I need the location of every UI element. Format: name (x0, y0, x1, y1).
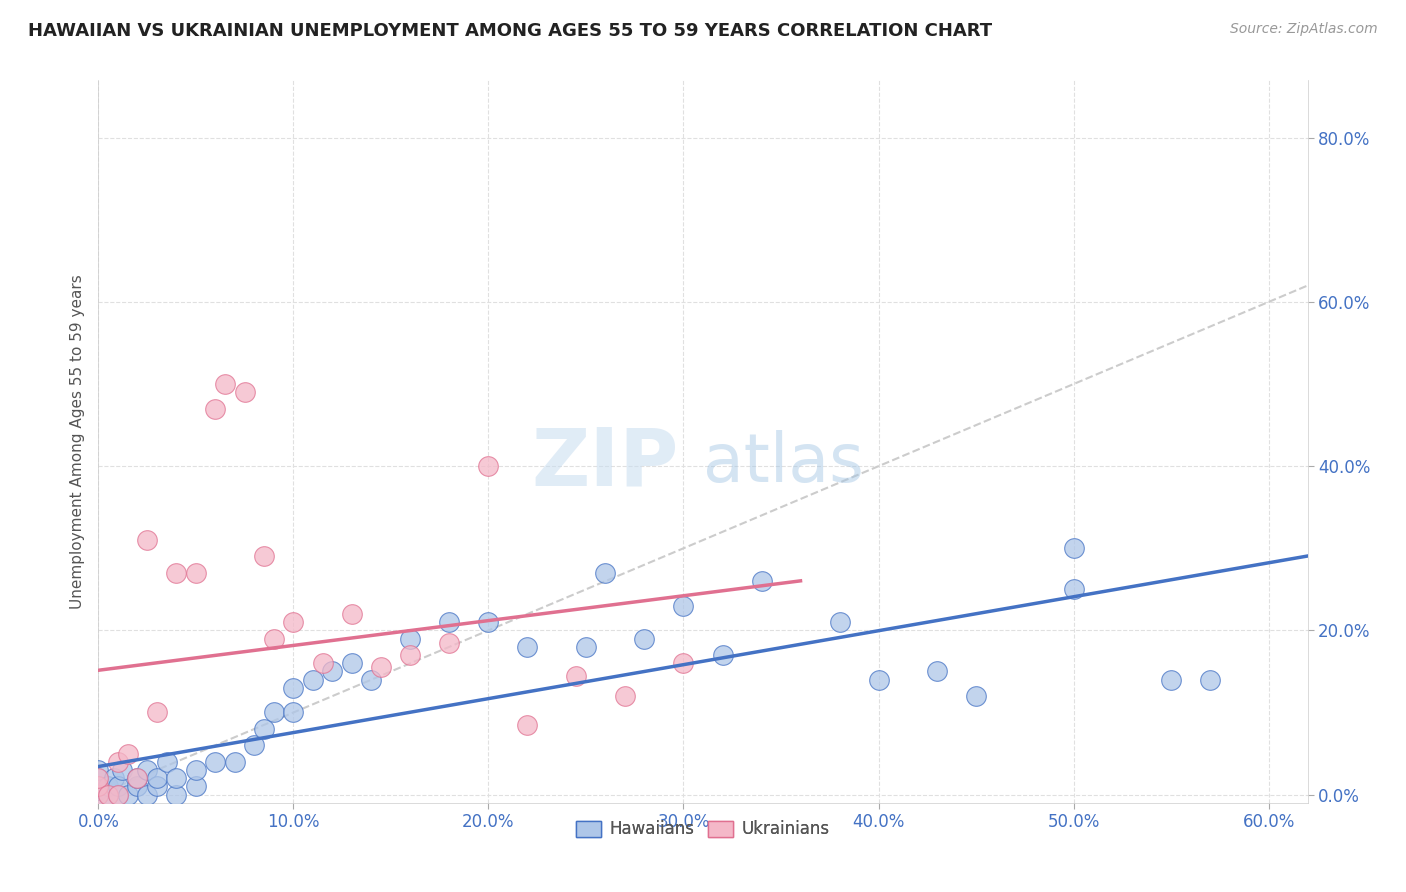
Point (117, 747, 139, 761)
Point (165, 771, 187, 785)
Point (321, 665, 343, 679)
Point (565, 668, 588, 682)
Point (1063, 541, 1085, 556)
Point (204, 755, 226, 769)
Point (136, 533, 159, 547)
Point (751, 574, 773, 588)
Point (439, 615, 461, 630)
Point (633, 632, 655, 646)
Point (87, 788, 110, 802)
Point (127, 780, 149, 794)
Point (477, 615, 499, 630)
Point (87, 771, 110, 785)
Point (107, 788, 129, 802)
Point (965, 689, 987, 703)
Point (283, 681, 305, 695)
Point (107, 788, 129, 802)
Point (87, 780, 110, 794)
Point (828, 615, 851, 630)
Point (925, 665, 948, 679)
Point (107, 755, 129, 769)
Point (263, 706, 285, 720)
Point (103, 771, 125, 785)
Point (360, 673, 382, 687)
Point (243, 739, 266, 753)
Point (263, 632, 285, 646)
Point (672, 657, 695, 671)
Text: HAWAIIAN VS UKRAINIAN UNEMPLOYMENT AMONG AGES 55 TO 59 YEARS CORRELATION CHART: HAWAIIAN VS UKRAINIAN UNEMPLOYMENT AMONG… (28, 22, 993, 40)
Point (107, 780, 129, 794)
Point (439, 636, 461, 650)
Point (283, 706, 305, 720)
Y-axis label: Unemployment Among Ages 55 to 59 years: Unemployment Among Ages 55 to 59 years (69, 274, 84, 609)
Point (184, 566, 207, 580)
Point (711, 648, 734, 662)
Point (1063, 582, 1085, 597)
Point (516, 718, 538, 732)
Point (1199, 673, 1222, 687)
Point (672, 599, 695, 613)
Point (575, 640, 598, 654)
Point (146, 706, 169, 720)
Point (117, 788, 139, 802)
Point (1160, 673, 1182, 687)
Point (283, 615, 305, 630)
Point (370, 660, 392, 674)
Point (87, 783, 110, 797)
Point (146, 771, 169, 785)
Point (253, 549, 276, 564)
Point (165, 788, 187, 802)
Point (340, 657, 363, 671)
Point (87, 771, 110, 785)
Point (97, 788, 120, 802)
Text: atlas: atlas (703, 430, 863, 496)
Point (595, 566, 617, 580)
Point (165, 566, 187, 580)
Point (253, 722, 276, 736)
Point (136, 788, 159, 802)
Point (399, 632, 422, 646)
Point (127, 771, 149, 785)
Point (224, 755, 246, 769)
Point (146, 780, 169, 794)
Text: Source: ZipAtlas.com: Source: ZipAtlas.com (1230, 22, 1378, 37)
Point (302, 673, 325, 687)
Point (214, 377, 236, 392)
Point (127, 771, 149, 785)
Point (516, 640, 538, 654)
Point (184, 763, 207, 777)
Point (97, 780, 120, 794)
Point (87, 780, 110, 794)
Point (136, 763, 159, 777)
Point (340, 607, 363, 621)
Point (204, 401, 226, 416)
Point (111, 763, 134, 777)
Text: ZIP: ZIP (531, 425, 679, 502)
Legend: Hawaiians, Ukrainians: Hawaiians, Ukrainians (569, 814, 837, 845)
Point (184, 780, 207, 794)
Point (399, 648, 422, 662)
Point (312, 657, 335, 671)
Point (97, 788, 120, 802)
Point (87, 788, 110, 802)
Point (233, 385, 256, 400)
Point (477, 459, 499, 474)
Point (614, 689, 637, 703)
Point (87, 763, 110, 777)
Point (868, 673, 890, 687)
Point (156, 755, 179, 769)
